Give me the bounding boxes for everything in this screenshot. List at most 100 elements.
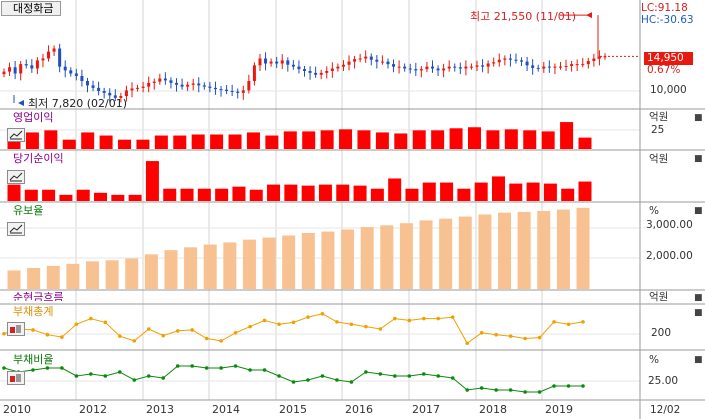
candle-body xyxy=(69,70,73,74)
candle-body xyxy=(52,48,56,52)
bar xyxy=(360,227,374,289)
candle-body xyxy=(74,73,78,76)
bar xyxy=(215,188,229,201)
year-label: 2012 xyxy=(79,403,107,416)
bar xyxy=(180,188,194,201)
candle-body xyxy=(291,64,295,67)
candle-body xyxy=(247,81,251,91)
bar xyxy=(474,182,488,201)
close-ratio-panel-icon[interactable]: ■ xyxy=(694,355,703,365)
close-debt-panel-icon[interactable]: ■ xyxy=(694,308,703,318)
candle-body xyxy=(397,66,401,68)
candle-body xyxy=(124,90,128,96)
bar xyxy=(422,182,436,201)
series-point xyxy=(364,370,368,374)
candle-body xyxy=(175,82,179,85)
chart-type-toggle-reserve[interactable] xyxy=(7,222,25,236)
candle-body xyxy=(208,86,212,88)
bar xyxy=(380,225,394,289)
candle-body xyxy=(119,96,123,98)
candle-body xyxy=(425,66,429,70)
bar xyxy=(504,129,518,149)
bar xyxy=(242,239,256,289)
candle-body xyxy=(180,84,184,87)
series-point xyxy=(537,335,542,340)
candle-body xyxy=(252,65,256,81)
bar xyxy=(578,137,592,149)
op-profit-axis: 25 xyxy=(651,124,665,136)
series-point xyxy=(378,327,383,331)
bar xyxy=(81,132,95,149)
candle-body xyxy=(430,66,434,69)
candle-body xyxy=(542,66,546,69)
bar xyxy=(486,130,500,149)
candle-body xyxy=(225,89,229,91)
candle-body xyxy=(403,66,407,69)
bar xyxy=(543,183,557,201)
series-point xyxy=(335,320,339,324)
candle-body xyxy=(202,85,206,87)
series-point xyxy=(219,339,223,343)
chart-type-toggle-net[interactable] xyxy=(7,170,25,184)
series-point xyxy=(45,332,50,337)
stock-title-tab[interactable] xyxy=(1,1,61,16)
candle-body xyxy=(308,71,312,73)
series-point xyxy=(277,374,281,378)
chart-type-toggle-debt[interactable] xyxy=(7,322,25,336)
bar xyxy=(301,233,315,289)
candle-body xyxy=(358,58,362,60)
series-point xyxy=(204,336,209,341)
bar xyxy=(76,189,90,201)
candle-body xyxy=(314,72,318,75)
bar xyxy=(541,131,555,149)
candle-body xyxy=(336,66,340,69)
bar-chart-icon xyxy=(10,325,21,333)
bar xyxy=(284,184,298,201)
close-op-panel-icon[interactable]: ■ xyxy=(694,113,703,123)
close-net-panel-icon[interactable]: ■ xyxy=(694,154,703,164)
bar xyxy=(228,134,242,149)
series-point xyxy=(291,320,296,325)
series-point xyxy=(566,384,571,388)
close-reserve-panel-icon[interactable]: ■ xyxy=(694,206,703,216)
candle-body xyxy=(375,59,379,62)
series-point xyxy=(581,320,585,324)
candle-body xyxy=(2,71,6,75)
candle-body xyxy=(419,69,423,71)
bar xyxy=(136,139,150,149)
candle-body xyxy=(24,64,28,66)
series-point xyxy=(89,316,93,321)
series-point xyxy=(335,378,339,382)
bar xyxy=(457,188,471,201)
series-point xyxy=(190,328,194,332)
candle-body xyxy=(236,91,240,93)
bar xyxy=(419,220,433,289)
candle-body xyxy=(458,67,462,69)
series-point xyxy=(146,374,151,378)
candle-body xyxy=(364,56,368,59)
candle-body xyxy=(158,78,162,82)
close-cashflow-panel-icon[interactable]: ■ xyxy=(694,293,703,303)
series-point xyxy=(465,341,470,346)
lc-readout: LC:91.18 xyxy=(641,2,688,14)
series-point xyxy=(393,374,397,378)
candle-body xyxy=(564,66,568,67)
bar xyxy=(128,194,142,201)
series-point xyxy=(349,322,354,327)
candle-body xyxy=(325,71,329,73)
bar xyxy=(111,194,125,201)
chart-type-toggle-ratio[interactable] xyxy=(7,371,25,385)
bar xyxy=(125,258,139,289)
series-point xyxy=(450,315,455,319)
candle-body xyxy=(486,63,490,67)
series-point xyxy=(479,386,484,390)
bar xyxy=(246,132,260,149)
candle-body xyxy=(503,58,507,60)
series-point xyxy=(118,334,122,338)
bar xyxy=(439,218,453,289)
candle-body xyxy=(108,92,112,96)
chart-type-toggle-op[interactable] xyxy=(7,128,25,142)
series-point xyxy=(378,372,383,376)
candle-body xyxy=(581,64,585,66)
